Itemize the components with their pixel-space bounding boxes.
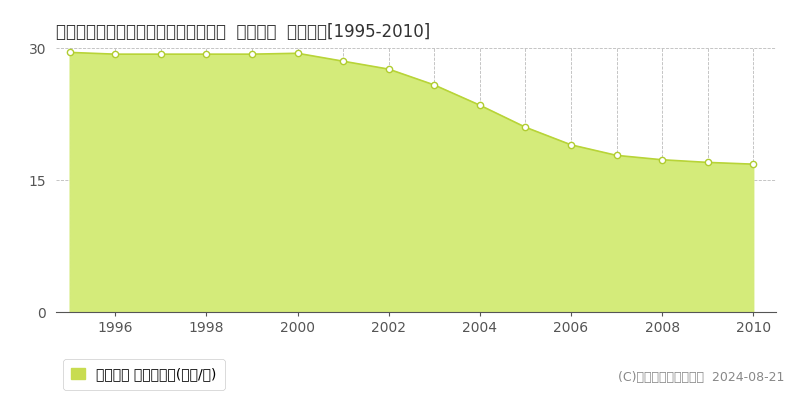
Text: 宮城県仙台市若林区六郷１０４番４外  地価公示  地価推移[1995-2010]: 宮城県仙台市若林区六郷１０４番４外 地価公示 地価推移[1995-2010] — [56, 23, 430, 41]
Legend: 地価公示 平均坪単価(万円/坪): 地価公示 平均坪単価(万円/坪) — [63, 359, 225, 390]
Text: (C)土地価格ドットコム  2024-08-21: (C)土地価格ドットコム 2024-08-21 — [618, 371, 784, 384]
